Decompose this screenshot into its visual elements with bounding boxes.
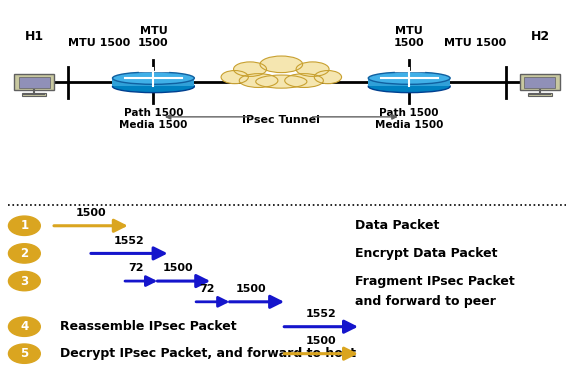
Text: 72: 72 [128,263,144,273]
Ellipse shape [234,62,266,76]
Text: 1500: 1500 [76,208,106,218]
FancyBboxPatch shape [369,78,450,86]
Text: H1: H1 [25,29,44,42]
Ellipse shape [113,72,195,84]
Text: 1500: 1500 [306,336,336,346]
Text: MTU
1500: MTU 1500 [394,26,425,48]
Ellipse shape [369,80,450,93]
Ellipse shape [369,72,450,84]
Text: Reassemble IPsec Packet: Reassemble IPsec Packet [60,320,236,333]
Text: H2: H2 [530,29,549,42]
Ellipse shape [256,75,307,88]
Text: 1: 1 [20,219,29,232]
Ellipse shape [260,56,302,73]
FancyBboxPatch shape [14,74,54,90]
FancyBboxPatch shape [18,77,49,88]
Circle shape [9,272,40,291]
Ellipse shape [315,71,342,84]
Text: 72: 72 [199,284,215,294]
Text: and forward to peer: and forward to peer [355,295,496,308]
FancyBboxPatch shape [528,93,552,96]
Circle shape [9,317,40,336]
Text: 3: 3 [20,275,29,288]
Ellipse shape [113,80,195,93]
FancyBboxPatch shape [22,93,46,96]
Text: MTU 1500: MTU 1500 [68,38,130,48]
Ellipse shape [221,71,249,84]
Text: Encrypt Data Packet: Encrypt Data Packet [355,247,498,260]
FancyBboxPatch shape [113,78,195,86]
Text: IPsec Tunnel: IPsec Tunnel [242,115,320,125]
Ellipse shape [285,74,323,87]
Circle shape [9,244,40,263]
Text: MTU 1500: MTU 1500 [444,38,506,48]
Text: 1500: 1500 [163,263,193,273]
Text: Path 1500
Media 1500: Path 1500 Media 1500 [375,108,443,130]
Text: 1552: 1552 [114,236,145,246]
Text: Fragment IPsec Packet: Fragment IPsec Packet [355,275,515,288]
Text: 2: 2 [20,247,29,260]
Text: Decrypt IPsec Packet, and forward to host: Decrypt IPsec Packet, and forward to hos… [60,347,356,360]
Text: Path 1500
Media 1500: Path 1500 Media 1500 [119,108,188,130]
Text: Data Packet: Data Packet [355,219,440,232]
Ellipse shape [296,62,329,76]
FancyBboxPatch shape [525,77,556,88]
Text: 4: 4 [20,320,29,333]
Text: MTU
1500: MTU 1500 [138,26,169,48]
Circle shape [9,216,40,235]
Text: 1500: 1500 [235,284,266,294]
Circle shape [9,344,40,363]
Text: 5: 5 [20,347,29,360]
Text: 1552: 1552 [306,309,336,319]
Ellipse shape [239,74,278,87]
FancyBboxPatch shape [520,74,560,90]
